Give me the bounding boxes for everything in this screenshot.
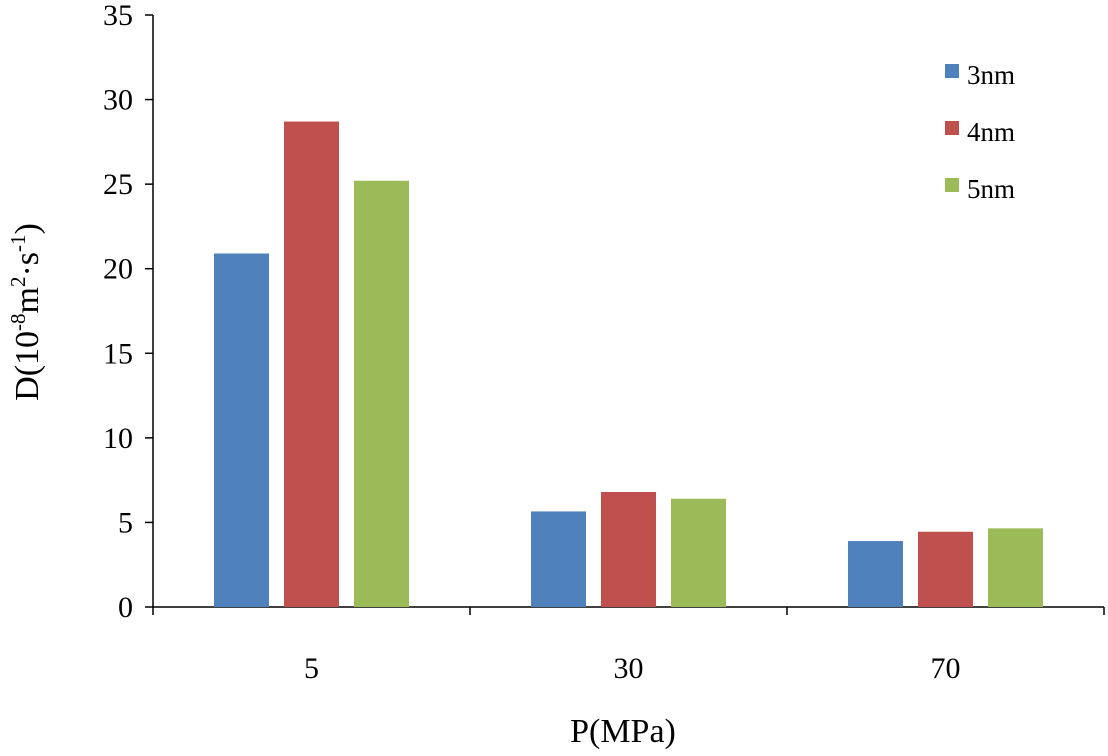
y-tick-label: 25	[103, 168, 133, 201]
y-axis-title-exp3: -1	[6, 234, 30, 252]
y-tick-label: 10	[103, 422, 133, 455]
bar-4nm-70	[918, 531, 973, 607]
y-tick-label: 15	[103, 337, 133, 370]
x-tick-label: 5	[304, 652, 319, 685]
y-axis-title-exp1: -8	[6, 313, 30, 331]
bar-5nm-5	[354, 180, 409, 607]
legend-label-5nm: 5nm	[967, 174, 1015, 204]
legend-label-4nm: 4nm	[967, 117, 1015, 147]
y-axis-title: D(10-8m2·s-1)	[6, 223, 46, 401]
x-tick-label: 70	[931, 652, 961, 685]
y-tick-label: 35	[103, 0, 133, 32]
bar-3nm-70	[848, 541, 903, 607]
bar-4nm-30	[601, 491, 656, 607]
y-axis-title-exp2: 2	[6, 277, 30, 288]
legend-swatch-4nm	[945, 121, 959, 135]
bar-5nm-70	[988, 528, 1043, 607]
y-tick-label: 5	[118, 506, 133, 539]
x-tick-label: 30	[614, 652, 644, 685]
legend-swatch-5nm	[945, 178, 959, 192]
legend: 3nm 4nm 5nm	[945, 60, 1015, 204]
y-axis-title-mid: m	[9, 287, 46, 313]
bar-3nm-30	[531, 511, 586, 607]
bar-4nm-5	[284, 121, 339, 607]
x-axis: 5 30 70	[152, 606, 1105, 685]
y-tick-label: 30	[103, 84, 133, 117]
y-axis-title-base: D(10	[9, 331, 46, 401]
y-axis-title-mid2: ·s	[9, 252, 46, 277]
y-axis: 0 5 10 15 20 25 30 35	[103, 0, 154, 624]
bar-3nm-5	[214, 253, 269, 607]
bar-5nm-30	[671, 498, 726, 607]
x-axis-title: P(MPa)	[570, 713, 676, 750]
legend-swatch-3nm	[945, 64, 959, 78]
legend-label-3nm: 3nm	[967, 60, 1015, 90]
y-tick-label: 20	[103, 253, 133, 286]
y-axis-title-end: )	[9, 223, 46, 234]
y-tick-label: 0	[118, 591, 133, 624]
bars	[214, 121, 1043, 607]
